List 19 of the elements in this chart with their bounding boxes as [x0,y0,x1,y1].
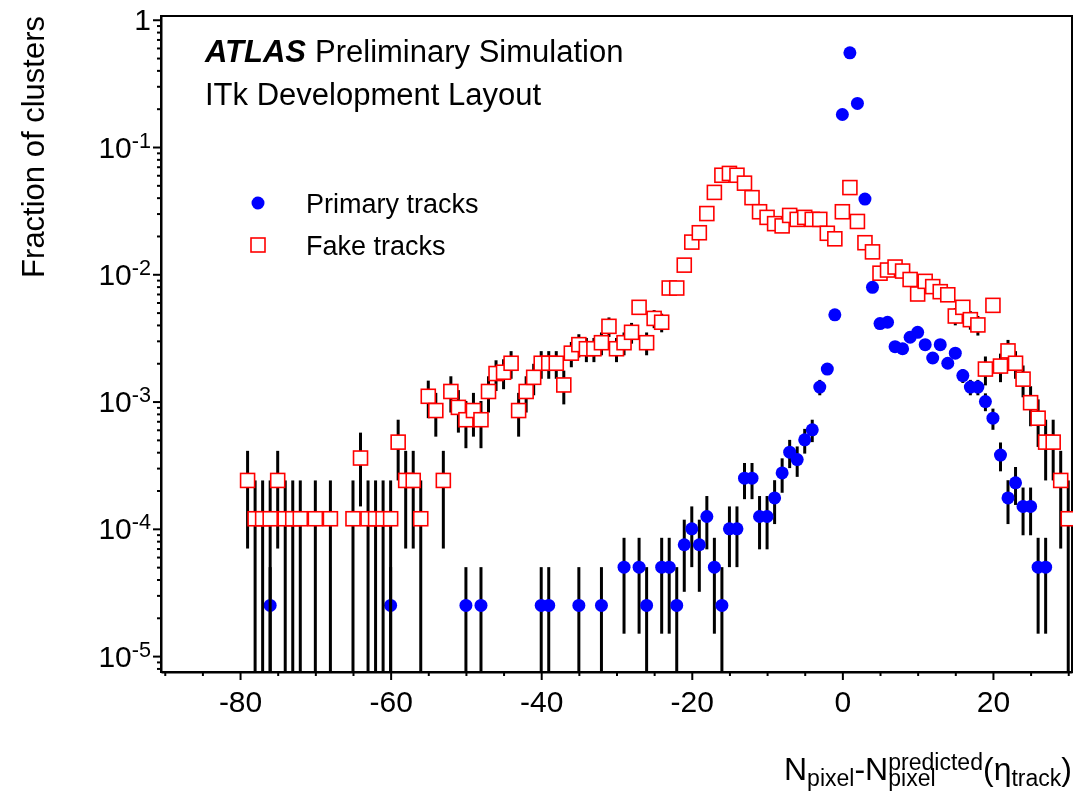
x-tick-label: -40 [520,685,564,718]
annotation: Preliminary Simulation [315,34,624,69]
x-tick-label: 20 [976,685,1011,718]
legend-label: Primary tracks [306,189,479,219]
y-tick-label: 10$^{-5}$ [98,636,151,673]
x-tick-label: 0 [834,685,852,718]
x-tick-label: -80 [218,685,263,718]
y-tick-label: 10$^{-4}$ [98,509,151,546]
y-tick-label: 1 [134,3,151,37]
x-tick-label: -60 [369,685,413,718]
y-axis-title: Fraction of clusters [16,16,51,278]
annotation: ITk Development Layout [205,77,542,112]
legend-label: Fake tracks [306,231,446,261]
y-tick-label: 10$^{-3}$ [98,382,151,419]
y-tick-label: 10$^{-1}$ [98,127,151,164]
x-tick-label: -20 [670,685,714,718]
x-axis-title: N$_{pixel}$-N$_{pixel}$$^{predicted}$(η$_{track}$) [783,748,1072,791]
y-tick-label: 10$^{-2}$ [98,254,151,291]
annotation: ATLAS [204,34,307,69]
